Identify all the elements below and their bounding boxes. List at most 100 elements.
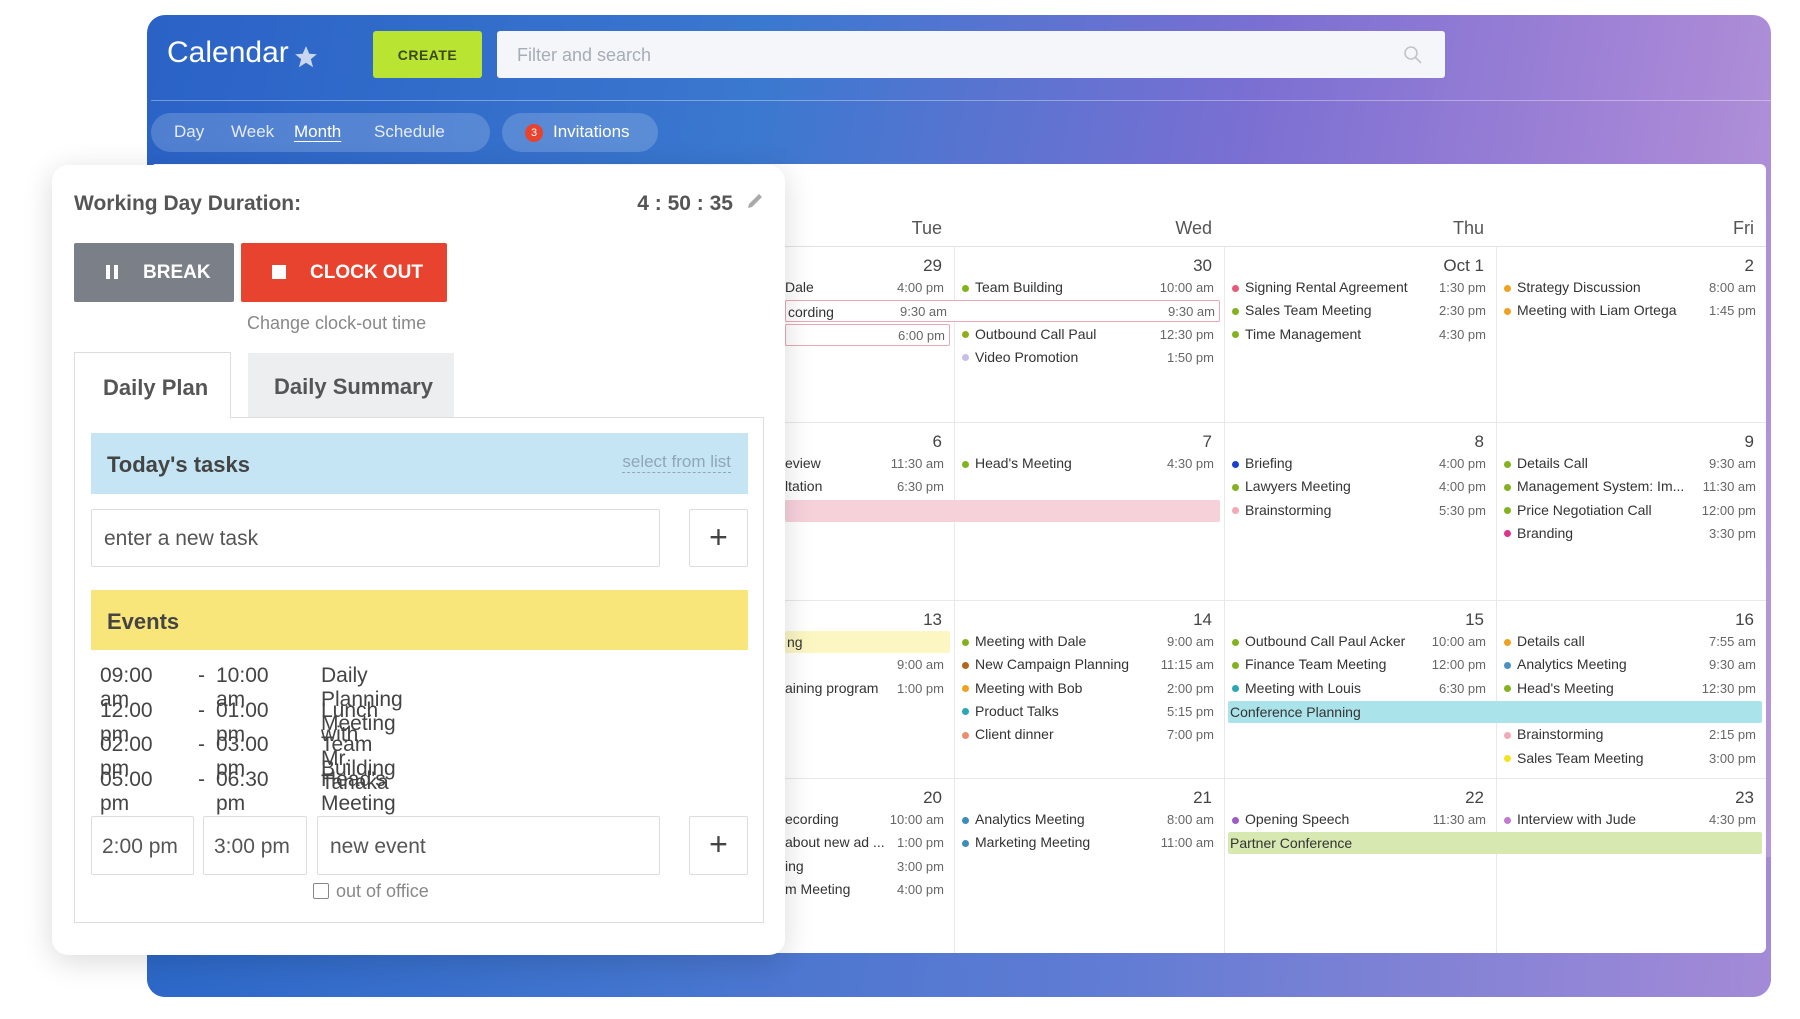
- add-event-button[interactable]: +: [689, 816, 748, 875]
- event-name[interactable]: Marketing Meeting: [975, 834, 1091, 851]
- event-name[interactable]: ecording: [785, 811, 839, 827]
- event-name[interactable]: Analytics Meeting: [1517, 656, 1627, 673]
- event-name[interactable]: Video Promotion: [975, 348, 1079, 365]
- event-name[interactable]: Details Call: [1517, 455, 1588, 471]
- event-time: 3:00 pm: [897, 858, 944, 874]
- invitations-label: Invitations: [553, 122, 630, 141]
- event-name[interactable]: Meeting with Bob: [975, 679, 1083, 696]
- end-time-input[interactable]: 3:00 pm: [203, 816, 307, 875]
- multi-day-event[interactable]: Conference Planning: [1228, 700, 1762, 723]
- event-name[interactable]: Interview with Jude: [1517, 811, 1637, 827]
- event-dash: -: [198, 698, 205, 722]
- event-name[interactable]: Lawyers Meeting: [1245, 478, 1351, 495]
- multi-day-event[interactable]: Partner Conference: [1228, 832, 1762, 855]
- view-tab[interactable]: Week: [231, 122, 275, 141]
- grid-line: [684, 778, 1766, 779]
- event-name[interactable]: Dale: [785, 279, 814, 295]
- event-name[interactable]: Opening Speech: [1245, 811, 1350, 827]
- event-dot: [962, 460, 969, 468]
- multi-day-event[interactable]: cording 9:30 am 9:30 am: [785, 300, 1220, 323]
- event-name[interactable]: ltation: [785, 478, 823, 495]
- break-button[interactable]: BREAK: [74, 243, 234, 302]
- event-name[interactable]: ing: [785, 857, 804, 874]
- event-name-input[interactable]: new event: [317, 816, 660, 875]
- view-tab[interactable]: Schedule: [374, 122, 445, 141]
- event-name[interactable]: Product Talks: [975, 702, 1059, 719]
- event-dot: [1504, 816, 1511, 824]
- event-name[interactable]: Briefing: [1245, 455, 1293, 471]
- event-name[interactable]: Details call: [1517, 633, 1585, 649]
- event-time: 11:30 am: [1432, 812, 1486, 827]
- view-tab[interactable]: Month: [294, 122, 342, 141]
- event-time: 4:30 pm: [1167, 456, 1214, 471]
- event-dot: [1232, 460, 1239, 468]
- event-time: 9:30 am: [1168, 304, 1215, 320]
- change-clock-out-link[interactable]: Change clock-out time: [247, 313, 427, 333]
- event-name[interactable]: Price Negotiation Call: [1517, 501, 1652, 518]
- event-name[interactable]: Strategy Discussion: [1517, 279, 1641, 295]
- tab-daily-summary[interactable]: Daily Summary: [248, 353, 454, 417]
- favorite-star[interactable]: [293, 44, 319, 70]
- event-time: 10:00 am: [889, 812, 944, 827]
- duration: 4 : 50 : 35: [637, 192, 733, 215]
- event-name[interactable]: Head's Meeting: [1517, 679, 1614, 696]
- tab-content: [74, 417, 764, 923]
- event-name[interactable]: about new ad ...: [785, 834, 885, 851]
- tab-daily-plan[interactable]: Daily Plan: [74, 352, 231, 418]
- event-name[interactable]: Sales Team Meeting: [1517, 749, 1644, 766]
- event-name[interactable]: Client dinner: [975, 726, 1054, 743]
- event-name[interactable]: Brainstorming: [1245, 501, 1332, 518]
- event-name[interactable]: Meeting with Liam Ortega: [1517, 302, 1677, 319]
- event-name[interactable]: Analytics Meeting: [975, 811, 1085, 827]
- tasks-title: Today's tasks: [107, 452, 250, 477]
- search-icon[interactable]: [1403, 45, 1423, 65]
- event-dot: [962, 354, 969, 362]
- clock-out-button[interactable]: CLOCK OUT: [241, 243, 447, 302]
- event-name[interactable]: Head's Meeting: [975, 455, 1072, 471]
- event-dash: -: [198, 664, 205, 687]
- event-name[interactable]: eview: [785, 455, 821, 471]
- event-name[interactable]: Outbound Call Paul: [975, 325, 1097, 342]
- event-name[interactable]: aining program: [785, 679, 879, 696]
- select-from-list-link[interactable]: select from list: [622, 452, 731, 473]
- invitations-button[interactable]: 3 Invitations: [502, 113, 658, 152]
- event-name[interactable]: Signing Rental Agreement: [1245, 279, 1408, 295]
- event-name[interactable]: Outbound Call Paul Acker: [1245, 633, 1406, 649]
- event-dash: -: [198, 733, 205, 756]
- event-name[interactable]: Meeting with Dale: [975, 633, 1087, 649]
- add-task-button[interactable]: +: [689, 509, 748, 567]
- day-header: Tue: [911, 218, 942, 238]
- create-button[interactable]: CREATE: [373, 31, 482, 78]
- event-name: Conference Planning: [1230, 703, 1361, 720]
- multi-day-event[interactable]: ng: [785, 631, 950, 653]
- event-name[interactable]: Management System: Im...: [1517, 478, 1685, 495]
- event-name[interactable]: Time Management: [1245, 325, 1362, 342]
- day-number: 29: [923, 256, 942, 275]
- search-box[interactable]: Filter and search: [497, 31, 1445, 78]
- event-dot: [1232, 638, 1239, 646]
- event-name[interactable]: Finance Team Meeting: [1245, 656, 1387, 673]
- event-dot: [1232, 816, 1239, 824]
- start-time-input[interactable]: 2:00 pm: [91, 816, 194, 875]
- event-name[interactable]: Brainstorming: [1517, 726, 1604, 743]
- task-input[interactable]: enter a new task: [91, 509, 660, 567]
- event-name[interactable]: Team Building: [975, 279, 1063, 295]
- event-name[interactable]: Meeting with Louis: [1245, 679, 1361, 696]
- multi-day-event[interactable]: 6:00 pm: [785, 323, 950, 346]
- event-time: 9:30 am: [900, 304, 947, 320]
- event-end: 06:30 pm: [216, 767, 269, 815]
- day-header: Wed: [1175, 218, 1212, 238]
- event-name[interactable]: New Campaign Planning: [975, 656, 1130, 673]
- event-dot: [962, 284, 969, 292]
- event-time: 6:00 pm: [898, 327, 945, 343]
- edit-icon[interactable]: [745, 191, 765, 211]
- grid-line: [1224, 246, 1225, 953]
- event-time: 7:55 am: [1709, 634, 1756, 649]
- view-tab[interactable]: Day: [174, 122, 205, 141]
- out-of-office-checkbox[interactable]: [313, 883, 329, 899]
- event-name[interactable]: Branding: [1517, 524, 1574, 541]
- event-name[interactable]: Sales Team Meeting: [1245, 302, 1372, 319]
- tasks-header: Today's tasks select from list: [91, 433, 748, 494]
- multi-day-event[interactable]: [785, 499, 1220, 522]
- event-name[interactable]: m Meeting: [785, 880, 851, 897]
